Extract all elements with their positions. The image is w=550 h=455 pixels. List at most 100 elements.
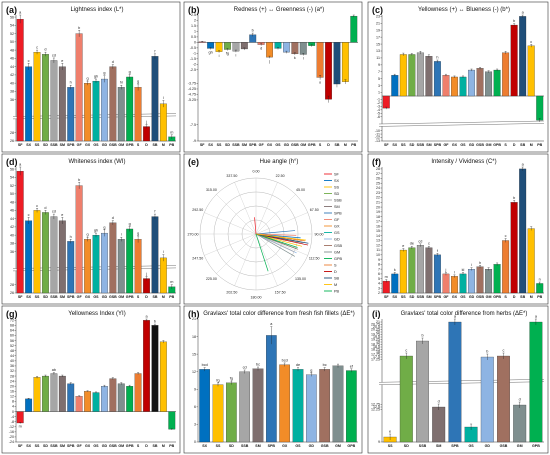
- x-tick-label: GX: [267, 143, 273, 147]
- polar-spoke: [216, 194, 257, 235]
- significance-letter: d: [112, 216, 114, 220]
- bar-GSB: [497, 355, 510, 443]
- y-tick-label: -10: [375, 129, 380, 133]
- hue-vector-GM: [255, 233, 295, 257]
- x-tick-label: GX: [282, 444, 288, 448]
- significance-letter: a: [522, 163, 525, 167]
- y-tick-label: 36: [10, 364, 14, 368]
- bar-SX: [25, 398, 33, 412]
- bar-GSB: [291, 42, 299, 55]
- y-tick-label: 50: [10, 40, 14, 44]
- bar-GS: [292, 369, 304, 443]
- significance-letter: d: [519, 398, 521, 402]
- bar-GD: [480, 356, 494, 443]
- significance-letter: j: [145, 120, 147, 124]
- significance-letter: j: [268, 59, 270, 63]
- x-tick-label: M: [162, 143, 165, 147]
- significance-letter: e: [61, 59, 63, 63]
- polar-spoke: [234, 233, 257, 286]
- bar-PB: [168, 411, 176, 430]
- x-tick-label: SX: [392, 295, 397, 299]
- x-tick-label: GS: [93, 295, 99, 299]
- bar-GF: [75, 33, 83, 142]
- bar-SSB: [50, 373, 58, 412]
- x-tick-label: SS: [217, 143, 222, 147]
- polar-spoke: [204, 212, 257, 235]
- bar-GX: [451, 276, 458, 294]
- bar-D: [143, 278, 150, 294]
- y-tick-label: -11: [375, 132, 380, 136]
- x-tick-label: SF: [384, 295, 389, 299]
- bar-SPB: [433, 61, 441, 97]
- bar-SSB: [416, 52, 424, 97]
- significance-letter: g: [103, 71, 105, 75]
- y-tick-label: 12: [10, 395, 14, 399]
- significance-letter: g: [87, 233, 89, 237]
- y-tick-label: 26: [10, 139, 14, 143]
- bar-PB: [350, 15, 358, 43]
- panel-label: (i): [372, 309, 381, 319]
- y-tick-label: 48: [10, 349, 14, 353]
- x-tick-label: GD: [485, 444, 491, 448]
- panel-frame: [1, 305, 181, 454]
- hue-vector-SB: [255, 233, 309, 244]
- significance-letter: d: [260, 47, 262, 51]
- x-tick-label: SPB: [67, 444, 75, 448]
- significance-letter: bc: [256, 363, 260, 367]
- bar-D: [325, 42, 332, 100]
- bar-SB: [519, 16, 527, 97]
- x-tick-label: S: [319, 143, 322, 147]
- bar-GD: [468, 69, 475, 97]
- significance-letter: cd: [243, 365, 247, 369]
- angle-tick-label: 45.00: [296, 188, 305, 192]
- x-tick-label: SPB: [434, 143, 442, 147]
- bar-SS: [399, 54, 407, 97]
- significance-letter: c: [428, 242, 430, 246]
- hue-vector-GF: [255, 233, 297, 236]
- polar-spoke: [204, 233, 257, 256]
- angle-tick-label: 0.00: [253, 169, 260, 173]
- bar-SM: [432, 406, 446, 443]
- bar-GPB: [529, 321, 543, 443]
- bar-S: [134, 373, 142, 412]
- x-tick-label: SF: [200, 143, 205, 147]
- significance-letter: f: [154, 210, 156, 214]
- legend-label: SB: [334, 276, 340, 280]
- x-tick-label: SX: [26, 295, 31, 299]
- x-tick-label: SF: [18, 295, 23, 299]
- significance-letter: a: [19, 163, 22, 167]
- x-tick-label: SPB: [67, 295, 75, 299]
- significance-letter: b: [78, 26, 80, 30]
- y-tick-label: 6: [378, 272, 380, 276]
- x-tick-label: GS: [460, 143, 466, 147]
- y-tick-label: -16: [9, 430, 14, 434]
- y-tick-label: 4: [12, 405, 14, 409]
- y-tick-label: 56: [10, 167, 14, 171]
- y-tick-label: 26: [10, 291, 14, 295]
- significance-letter: g: [137, 79, 139, 83]
- y-tick-label: -24: [9, 440, 14, 444]
- y-tick-label: 48: [10, 48, 14, 52]
- x-tick-label: GPB: [493, 295, 501, 299]
- y-tick-label: 56: [10, 15, 14, 19]
- x-tick-label: GS: [295, 444, 301, 448]
- x-tick-label: SM: [242, 143, 247, 147]
- panel-label: (h): [188, 309, 200, 319]
- polar-spoke: [216, 233, 257, 274]
- x-tick-label: GD: [102, 143, 108, 147]
- x-tick-label: PB: [169, 143, 174, 147]
- hue-vector-M: [255, 233, 307, 241]
- y-tick-label: 17: [376, 35, 380, 39]
- x-tick-label: D: [145, 295, 148, 299]
- y-tick-label: 28: [10, 374, 14, 378]
- bar-GD: [283, 42, 290, 53]
- legend-label: S: [334, 263, 337, 267]
- bar-M: [159, 341, 167, 412]
- x-tick-label: SB: [152, 295, 157, 299]
- y-tick-label: 18.75: [371, 343, 380, 347]
- y-tick-label: 9: [378, 440, 380, 444]
- x-tick-label: GPB: [126, 143, 134, 147]
- bar-SD: [42, 212, 49, 294]
- bar-SS: [33, 377, 41, 412]
- x-tick-label: GPB: [126, 444, 134, 448]
